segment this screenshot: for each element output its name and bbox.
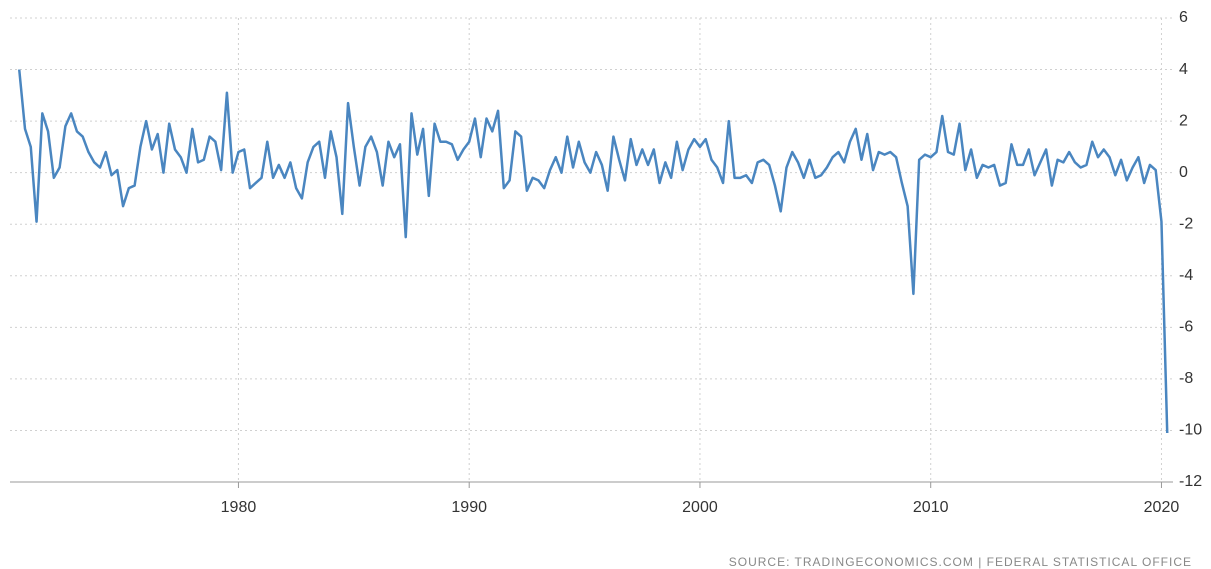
data-line: [17, 69, 1169, 434]
x-tick-label: 2000: [682, 499, 718, 516]
y-tick-label: 4: [1179, 61, 1188, 78]
x-tick-label: 2010: [913, 499, 949, 516]
y-tick-label: -2: [1179, 215, 1193, 232]
y-tick-label: -6: [1179, 319, 1193, 336]
y-tick-label: -8: [1179, 370, 1193, 387]
x-tick-label: 1980: [221, 499, 257, 516]
y-tick-label: 0: [1179, 164, 1188, 181]
x-tick-label: 2020: [1144, 499, 1180, 516]
y-tick-label: -10: [1179, 422, 1202, 439]
y-tick-label: -4: [1179, 267, 1193, 284]
x-tick-label: 1990: [451, 499, 487, 516]
y-tick-label: 6: [1179, 9, 1188, 26]
y-tick-label: 2: [1179, 112, 1188, 129]
source-note: SOURCE: TRADINGECONOMICS.COM | FEDERAL S…: [729, 555, 1192, 569]
y-tick-label: -12: [1179, 473, 1202, 490]
